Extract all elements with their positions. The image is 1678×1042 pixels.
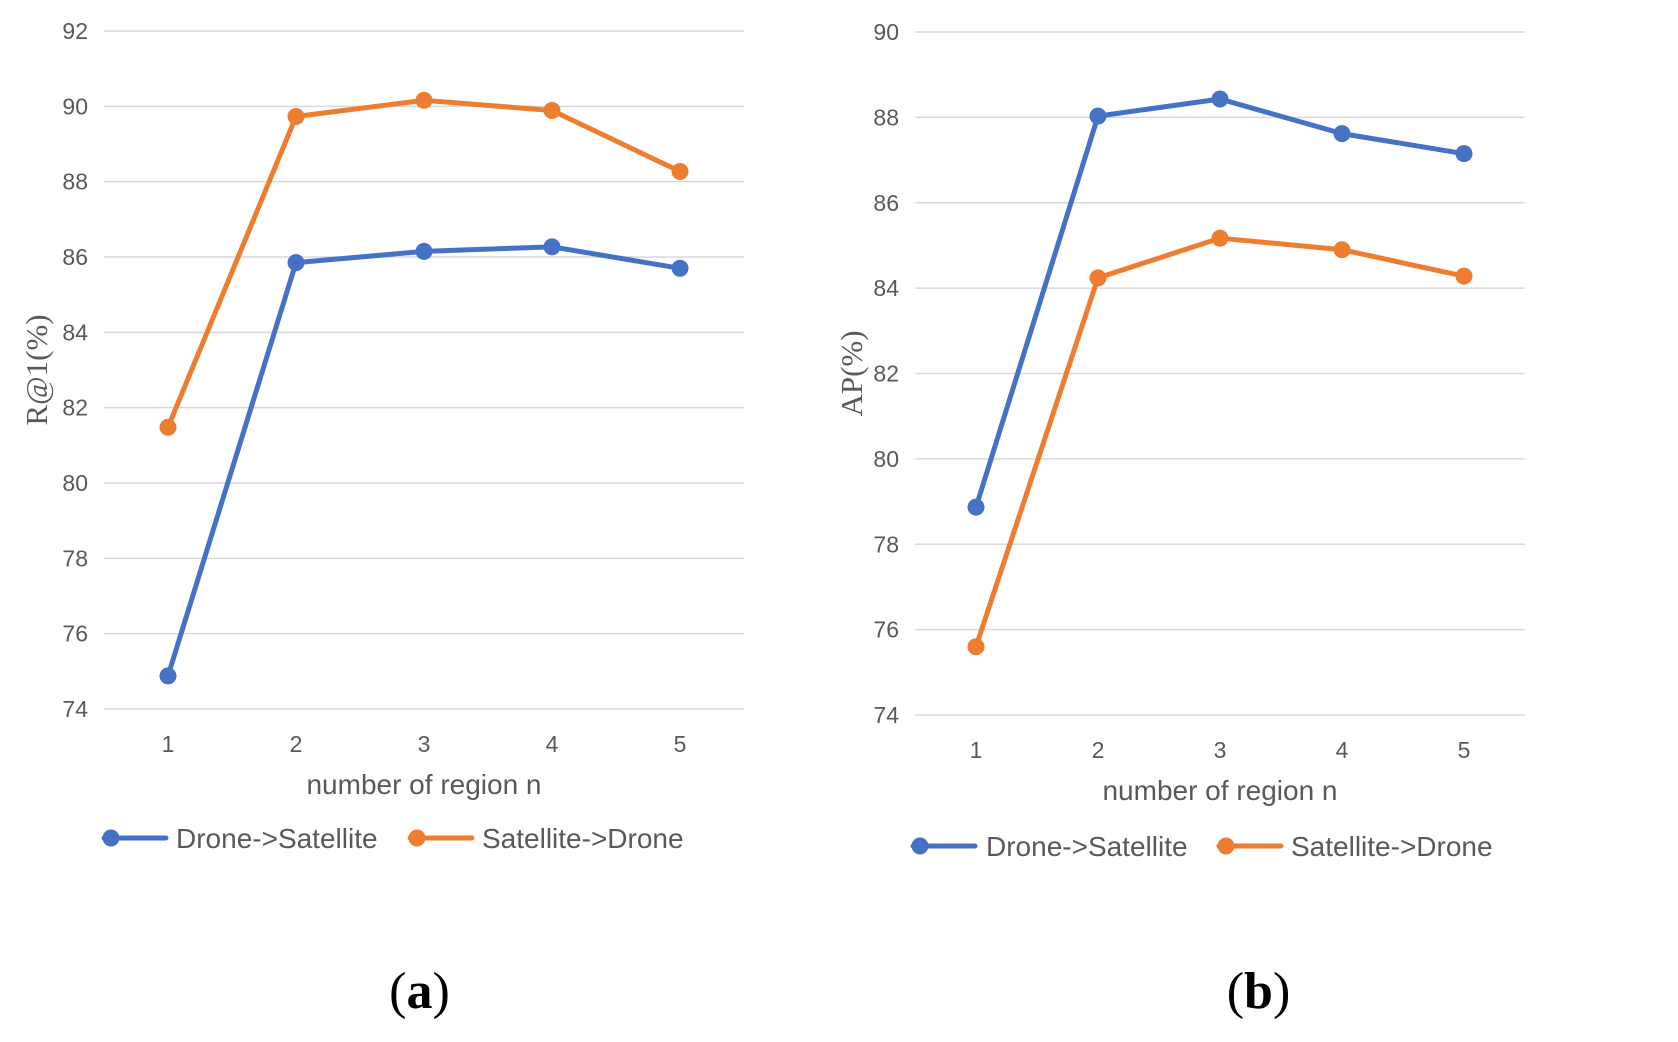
- legend-marker: [911, 837, 929, 855]
- data-point: [671, 259, 689, 277]
- legend-item: Satellite->Drone: [407, 823, 684, 854]
- y-tick-label: 90: [62, 93, 88, 119]
- legend-marker: [1217, 837, 1235, 855]
- series-line: [165, 244, 683, 679]
- legend: Drone->Satellite Satellite->Drone: [101, 823, 684, 854]
- y-axis-title: R@1(%): [19, 314, 54, 425]
- data-point: [1211, 229, 1229, 247]
- y-tick-label: 90: [873, 19, 899, 45]
- panel-b: 74 76 78 80 82 84 86 88 90 1 2 3 4 5 number of region …: [839, 0, 1678, 1042]
- y-tick-label: 78: [62, 545, 88, 571]
- legend: Drone->Satellite Satellite->Drone: [910, 831, 1493, 862]
- data-point: [1455, 145, 1473, 163]
- x-axis-title: number of region n: [306, 769, 541, 800]
- y-tick-labels: 74 76 78 80 82 84 86 88 90: [873, 19, 899, 728]
- series-line: [165, 97, 683, 430]
- series-satellite-to-drone: [967, 229, 1473, 656]
- y-tick-label: 86: [62, 244, 88, 270]
- legend-label: Drone->Satellite: [176, 823, 378, 854]
- y-tick-label: 82: [62, 395, 88, 421]
- caption-b: (b): [1226, 963, 1291, 1020]
- chart-b: 74 76 78 80 82 84 86 88 90 1 2 3 4 5 number of region …: [839, 19, 1525, 862]
- y-tick-label: 74: [873, 702, 899, 728]
- legend-label: Drone->Satellite: [986, 831, 1188, 862]
- gridlines: [915, 31, 1525, 716]
- series-line: [973, 235, 1467, 650]
- y-tick-label: 76: [873, 617, 899, 643]
- y-tick-label: 80: [873, 446, 899, 472]
- y-tick-label: 88: [873, 104, 899, 130]
- x-tick-label: 2: [290, 731, 303, 757]
- x-tick-label: 5: [674, 731, 687, 757]
- data-point: [1455, 267, 1473, 285]
- y-tick-label: 82: [873, 361, 899, 387]
- data-point: [415, 242, 433, 260]
- data-point: [543, 101, 561, 119]
- x-tick-label: 4: [546, 731, 559, 757]
- x-tick-label: 1: [970, 737, 983, 763]
- legend-marker: [408, 829, 426, 847]
- y-tick-label: 76: [62, 621, 88, 647]
- data-point: [1333, 241, 1351, 259]
- x-tick-label: 2: [1092, 737, 1105, 763]
- y-tick-label: 78: [873, 531, 899, 557]
- legend-marker: [102, 829, 120, 847]
- data-point: [1211, 90, 1229, 108]
- data-point: [415, 91, 433, 109]
- x-tick-label: 5: [1458, 737, 1471, 763]
- series-drone-to-satellite: [967, 90, 1473, 516]
- caption-a: (a): [389, 963, 450, 1020]
- data-point: [287, 108, 305, 126]
- x-tick-label: 1: [162, 731, 175, 757]
- data-point: [543, 238, 561, 256]
- y-tick-label: 88: [62, 169, 88, 195]
- data-point: [159, 418, 177, 436]
- legend-label: Satellite->Drone: [1291, 831, 1493, 862]
- data-point: [967, 638, 985, 656]
- data-point: [671, 162, 689, 180]
- data-point: [159, 667, 177, 685]
- chart-a: 74 76 78 80 82 84 86 88 90 92 1 2 3 4 5 number of regio…: [19, 18, 744, 854]
- series-satellite-to-drone: [159, 91, 689, 436]
- x-tick-labels: 1 2 3 4 5: [970, 737, 1471, 763]
- legend-label: Satellite->Drone: [482, 823, 684, 854]
- y-axis-title: AP(%): [839, 330, 869, 416]
- x-axis-title: number of region n: [1102, 775, 1337, 806]
- series-line: [973, 96, 1467, 510]
- gridlines: [104, 30, 744, 710]
- x-tick-label: 3: [1214, 737, 1227, 763]
- data-point: [1089, 269, 1107, 287]
- legend-item: Satellite->Drone: [1216, 831, 1493, 862]
- legend-item: Drone->Satellite: [910, 831, 1188, 862]
- x-tick-label: 4: [1336, 737, 1349, 763]
- y-tick-label: 80: [62, 470, 88, 496]
- y-tick-label: 84: [62, 319, 88, 345]
- y-tick-label: 84: [873, 275, 899, 301]
- y-tick-label: 74: [62, 696, 88, 722]
- data-point: [1333, 125, 1351, 143]
- panel-a: 74 76 78 80 82 84 86 88 90 92 1 2 3 4 5 number of regio…: [19, 18, 744, 1020]
- x-tick-label: 3: [418, 731, 431, 757]
- data-point: [1089, 107, 1107, 125]
- series-drone-to-satellite: [159, 238, 689, 685]
- data-point: [967, 498, 985, 516]
- y-tick-label: 92: [62, 18, 88, 44]
- x-tick-labels: 1 2 3 4 5: [162, 731, 687, 757]
- y-tick-labels: 74 76 78 80 82 84 86 88 90 92: [62, 18, 88, 722]
- y-tick-label: 86: [873, 190, 899, 216]
- legend-item: Drone->Satellite: [101, 823, 378, 854]
- data-point: [287, 254, 305, 272]
